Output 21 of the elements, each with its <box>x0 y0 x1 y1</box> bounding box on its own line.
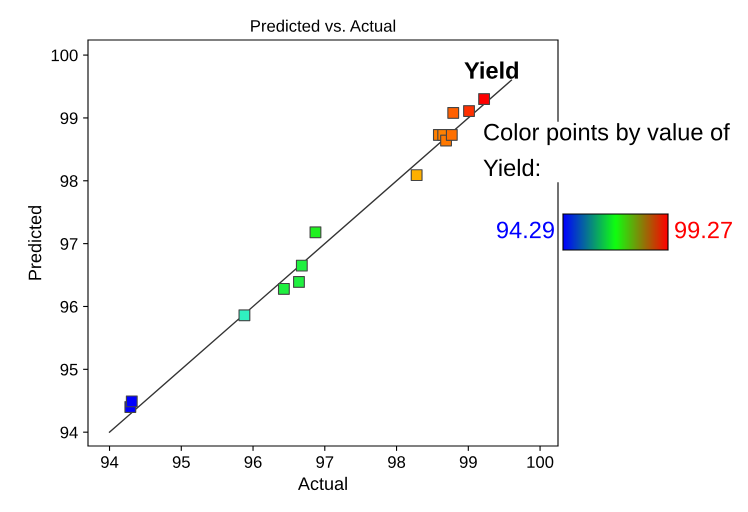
x-tick-label: 98 <box>388 456 406 468</box>
x-axis-title: Actual <box>298 476 347 490</box>
annotation: Yield <box>464 61 518 79</box>
y-tick-label: 95 <box>60 364 78 376</box>
color-bar-title: Color points by value of Yield: <box>484 123 730 176</box>
x-tick-label: 99 <box>460 456 477 468</box>
text: 99.27 <box>675 222 732 238</box>
x-tick-label: 96 <box>244 456 262 468</box>
y-tick-label: 97 <box>60 238 78 250</box>
chart-title: Predicted vs. Actual <box>251 20 396 32</box>
y-tick-label: 94 <box>60 426 78 438</box>
x-tick-label: 94 <box>101 456 118 468</box>
x-tick-label: 95 <box>172 456 190 468</box>
x-tick-label: 100 <box>527 456 554 468</box>
y-tick-label: 100 <box>52 49 78 62</box>
x-tick-label: 97 <box>316 456 334 468</box>
y-tick-label: 96 <box>60 300 78 313</box>
y-tick-label: 98 <box>60 175 78 187</box>
y-tick-label: 99 <box>60 112 78 124</box>
y-axis-title: Predicted <box>28 206 42 280</box>
annotation: 94.29 <box>497 222 554 238</box>
